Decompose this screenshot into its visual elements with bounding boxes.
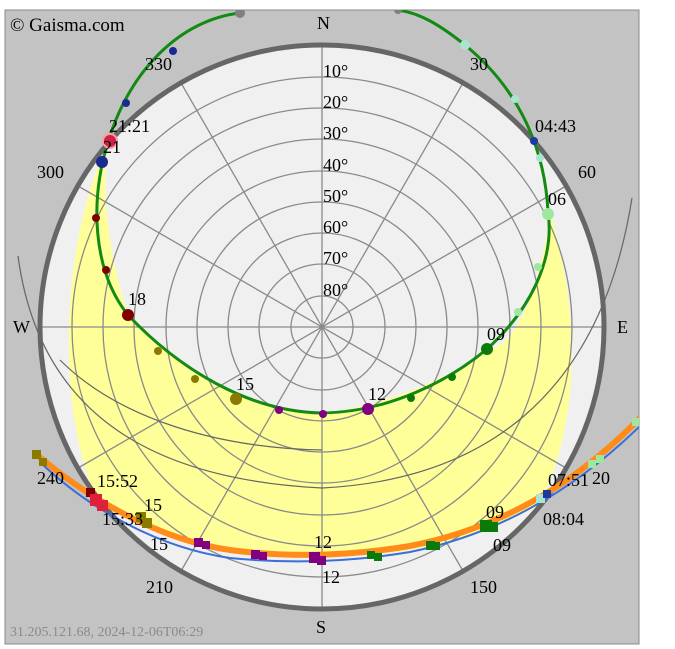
gaisma-credit: © Gaisma.com — [10, 15, 125, 36]
winter-sun-path-inner — [39, 425, 639, 563]
altitude-label: 30° — [323, 123, 348, 143]
winter-sun-path-outer — [34, 415, 639, 558]
azimuth-label-210: 210 — [146, 577, 173, 597]
winter-hour-20: 20 — [592, 468, 610, 488]
altitude-label: 60° — [323, 217, 348, 237]
summer-markers — [92, 10, 554, 418]
summer-sunset-time: 21:21 — [109, 116, 150, 136]
altitude-label: 80° — [323, 280, 348, 300]
altitude-label: 20° — [323, 92, 348, 112]
compass-west: W — [13, 317, 30, 337]
summer-hour-09: 09 — [487, 324, 505, 344]
winter-sunset-outer: 15:52 — [97, 471, 138, 491]
winter-sunrise-outer: 07:51 — [548, 470, 589, 490]
summer-hour-06: 06 — [548, 189, 566, 209]
azimuth-label-60: 60 — [578, 162, 596, 182]
winter-hour-15-outer: 15 — [144, 495, 162, 515]
azimuth-label-240: 240 — [37, 468, 64, 488]
outer-arcs — [17, 197, 633, 489]
azimuth-label-330: 330 — [145, 54, 172, 74]
altitude-label: 50° — [323, 186, 348, 206]
summer-hour-21: 21 — [103, 137, 121, 157]
altitude-label: 70° — [323, 248, 348, 268]
compass-south: S — [316, 617, 326, 637]
compass-east: E — [617, 317, 628, 337]
winter-sunrise-inner: 08:04 — [543, 509, 584, 529]
azimuth-label-150: 150 — [470, 577, 497, 597]
winter-hour-12-inner: 12 — [322, 567, 340, 587]
winter-sunset-inner: 15:33 — [102, 509, 143, 529]
summer-hour-18: 18 — [128, 289, 146, 309]
winter-hour-15-inner: 15 — [150, 534, 168, 554]
winter-hour-12-outer: 12 — [314, 532, 332, 552]
azimuth-label-30: 30 — [470, 54, 488, 74]
footer-info: 31.205.121.68, 2024-12-06T06:29 — [10, 625, 203, 640]
azimuth-label-300: 300 — [37, 162, 64, 182]
daylight-area — [68, 142, 572, 557]
compass-north: N — [317, 13, 330, 33]
summer-sunrise-time: 04:43 — [535, 116, 576, 136]
altitude-labels: 10° 20° 30° 40° 50° 60° 70° 80° — [323, 61, 348, 300]
winter-hour-09-outer: 09 — [486, 502, 504, 522]
altitude-label: 10° — [323, 61, 348, 81]
winter-markers — [32, 418, 639, 565]
summer-hour-12: 12 — [368, 384, 386, 404]
summer-hour-15: 15 — [236, 374, 254, 394]
winter-hour-09-inner: 09 — [493, 535, 511, 555]
horizon-circle — [37, 42, 607, 612]
altitude-label: 40° — [323, 155, 348, 175]
